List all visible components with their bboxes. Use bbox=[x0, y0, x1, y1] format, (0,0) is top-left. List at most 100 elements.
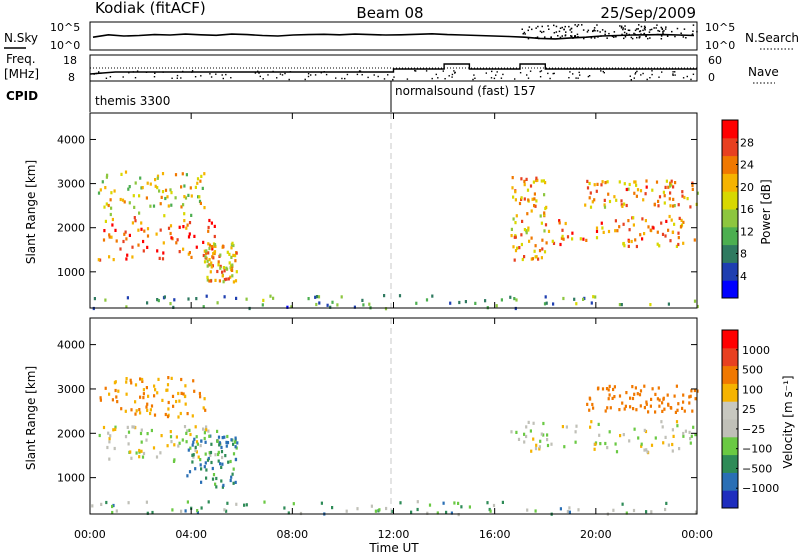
x-tick-label: 20:00 bbox=[580, 528, 612, 541]
nave-dot bbox=[491, 70, 493, 73]
noise-dot bbox=[681, 34, 683, 36]
heat-cell bbox=[203, 436, 206, 441]
heat-cell bbox=[186, 474, 189, 478]
heat-cell bbox=[654, 410, 657, 414]
noise-dot bbox=[635, 28, 638, 30]
heat-cell bbox=[638, 393, 642, 397]
heat-cell bbox=[654, 436, 657, 440]
noise-dot bbox=[527, 29, 529, 32]
heat-cell bbox=[205, 425, 208, 429]
heat-cell bbox=[236, 441, 239, 445]
nave-dot bbox=[259, 75, 261, 78]
heat-cell bbox=[138, 448, 141, 453]
freq-left-label-2: [MHz] bbox=[4, 67, 39, 81]
heat-cell bbox=[615, 450, 619, 454]
heat-cell bbox=[180, 391, 183, 395]
heat-cell bbox=[116, 400, 119, 404]
heat-cell bbox=[531, 197, 534, 201]
noise-dot bbox=[647, 37, 649, 40]
heat-cell bbox=[139, 395, 142, 399]
heat-cell bbox=[231, 268, 234, 272]
heat-cell bbox=[384, 307, 388, 311]
heat-cell bbox=[515, 214, 518, 218]
noise-dot bbox=[596, 24, 598, 26]
heat-cell bbox=[207, 456, 210, 461]
heat-cell bbox=[222, 280, 225, 284]
heat-cell bbox=[559, 507, 562, 511]
heat-cell bbox=[145, 196, 148, 200]
nave-dot bbox=[128, 72, 130, 74]
heat-cell bbox=[200, 506, 203, 510]
velocity-panel: 4000 3000 2000 1000 Slant Range [km] 1000 50… bbox=[24, 317, 795, 517]
nave-dot bbox=[284, 72, 286, 75]
heat-cell bbox=[660, 221, 663, 225]
heat-cell bbox=[203, 249, 206, 253]
heat-cell bbox=[658, 398, 661, 402]
heat-cell bbox=[618, 303, 621, 307]
nave-dot bbox=[453, 70, 455, 72]
noise-dot bbox=[650, 28, 653, 31]
heat-cell bbox=[513, 258, 516, 262]
colorbar-segment bbox=[722, 401, 738, 420]
heat-cell bbox=[225, 266, 228, 270]
heat-cell bbox=[560, 236, 563, 240]
heat-cell bbox=[200, 439, 203, 443]
heat-cell bbox=[138, 455, 141, 459]
noise-dot bbox=[658, 30, 661, 32]
noise-dot bbox=[620, 27, 623, 29]
heat-cell bbox=[612, 508, 615, 512]
heat-cell bbox=[543, 250, 547, 254]
heat-cell bbox=[545, 241, 548, 245]
heat-cell bbox=[124, 409, 127, 413]
heat-cell bbox=[533, 197, 536, 201]
heat-cell bbox=[609, 406, 612, 410]
heat-cell bbox=[568, 510, 571, 514]
heat-cell bbox=[122, 239, 125, 244]
heat-cell bbox=[544, 223, 548, 227]
heat-cell bbox=[501, 500, 504, 504]
heat-cell bbox=[213, 243, 217, 247]
noise-dot bbox=[600, 35, 602, 37]
heat-cell bbox=[159, 228, 162, 232]
colorbar-tick-label: 28 bbox=[740, 136, 754, 149]
noise-dot bbox=[541, 31, 543, 34]
heat-cell bbox=[164, 412, 167, 417]
heat-cell bbox=[104, 298, 107, 302]
nave-dot bbox=[444, 78, 446, 80]
heat-cell bbox=[131, 425, 134, 429]
heat-cell bbox=[207, 229, 210, 233]
noise-dot bbox=[676, 27, 679, 30]
heat-cell bbox=[615, 198, 618, 202]
nave-dot bbox=[474, 77, 476, 79]
noise-dot bbox=[558, 30, 561, 33]
heat-cell bbox=[331, 300, 334, 304]
heat-cell bbox=[126, 425, 129, 429]
heat-cell bbox=[445, 510, 448, 514]
noise-dot bbox=[657, 33, 659, 36]
velocity-yticks: 4000 3000 2000 1000 bbox=[57, 339, 697, 485]
heat-cell bbox=[694, 510, 698, 514]
heat-cell bbox=[206, 264, 209, 268]
noise-dot bbox=[644, 34, 646, 36]
heat-cell bbox=[202, 305, 205, 309]
nave-dot bbox=[602, 70, 604, 73]
heat-cell bbox=[693, 299, 697, 303]
colorbar-segment bbox=[722, 472, 738, 491]
heat-cell bbox=[223, 435, 226, 439]
heat-cell bbox=[243, 503, 246, 507]
heat-cell bbox=[614, 229, 617, 233]
nave-dot bbox=[194, 76, 197, 78]
nave-dot bbox=[577, 77, 579, 79]
heat-cell bbox=[234, 458, 237, 462]
heat-cell bbox=[618, 225, 621, 229]
noise-dot bbox=[660, 26, 662, 29]
heat-cell bbox=[681, 194, 684, 198]
noise-dot bbox=[630, 36, 633, 39]
nave-dot bbox=[435, 73, 437, 76]
noise-dot bbox=[577, 24, 580, 26]
nave-dot bbox=[493, 77, 496, 80]
nave-dot bbox=[281, 74, 284, 76]
heat-cell bbox=[645, 185, 648, 189]
heat-cell bbox=[169, 231, 172, 236]
nave-dot bbox=[490, 77, 493, 79]
